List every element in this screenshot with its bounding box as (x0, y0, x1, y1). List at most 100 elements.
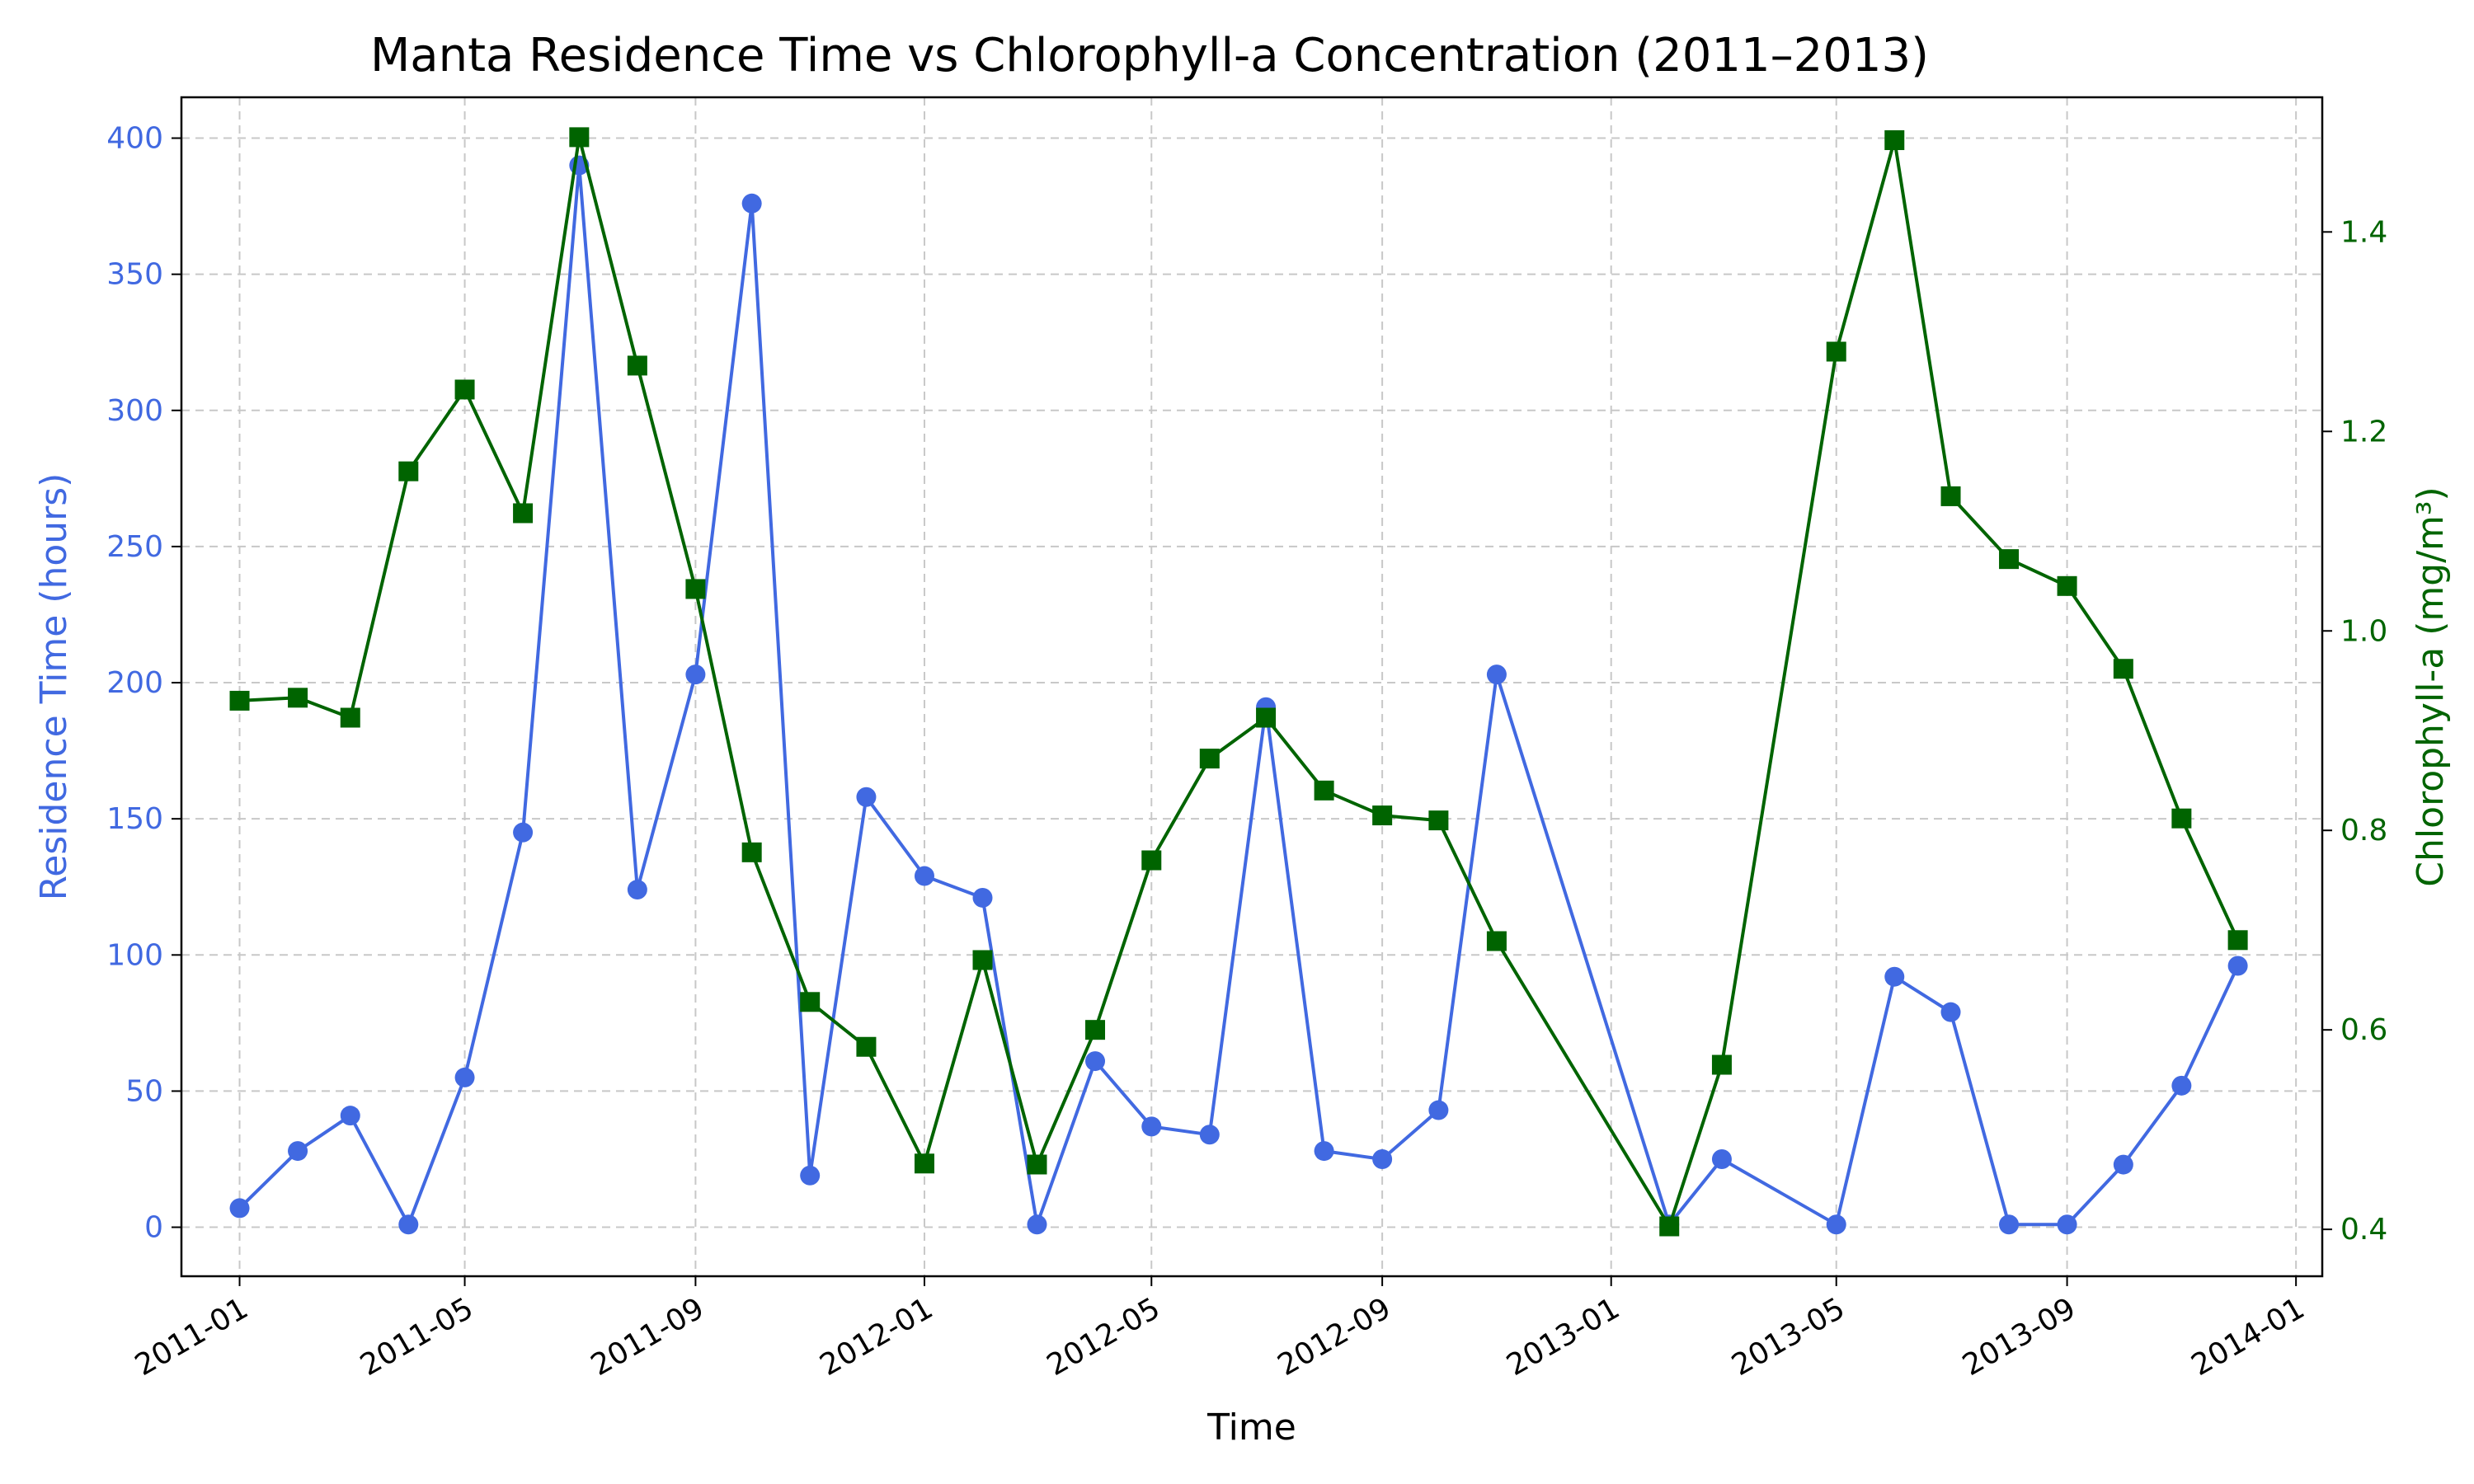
chlorophyll-point (1027, 1154, 1047, 1175)
chlorophyll-point (1141, 850, 1162, 871)
residence-time-point (1428, 1100, 1449, 1120)
residence-time-point (454, 1067, 475, 1087)
left-tick-label: 50 (125, 1074, 163, 1108)
residence-time-line (238, 163, 2240, 1227)
right-axis-label: Chlorophyll-a (mg/m³) (2410, 486, 2452, 886)
residence-time-point (685, 665, 706, 685)
series-layer (229, 127, 2248, 1237)
chlorophyll-point (1428, 810, 1449, 831)
chlorophyll-point (1486, 931, 1507, 951)
residence-time-point (1826, 1214, 1846, 1235)
left-tick-label: 200 (106, 666, 163, 700)
residence-time-point (972, 887, 993, 908)
chlorophyll-point (914, 1153, 934, 1174)
chlorophyll-point (741, 842, 762, 862)
chlorophyll-point (288, 688, 308, 708)
chlorophyll-point (513, 503, 534, 524)
left-tick-label: 350 (106, 258, 163, 292)
chart-title: Manta Residence Time vs Chlorophyll-a Co… (370, 29, 1929, 82)
left-axis-ticks: 0 50 100 150 200 250 300 350 400 (106, 122, 181, 1245)
chlorophyll-point (800, 992, 821, 1012)
chlorophyll-point (1085, 1020, 1106, 1040)
residence-time-point (340, 1106, 360, 1126)
x-tick-label: 2011-09 (586, 1291, 710, 1383)
left-axis-label: Residence Time (hours) (33, 473, 75, 901)
residence-time-point (1372, 1148, 1393, 1169)
chlorophyll-point (454, 379, 475, 400)
chlorophyll-point (972, 950, 993, 970)
chlorophyll-point (1372, 805, 1393, 826)
residence-time-point (800, 1165, 821, 1186)
left-tick-label: 150 (106, 802, 163, 836)
x-tick-label: 2013-01 (1501, 1291, 1625, 1383)
chlorophyll-point (2171, 808, 2192, 829)
residence-time-point (229, 1198, 250, 1219)
x-axis-label: Time (1206, 1407, 1296, 1449)
residence-time-point (1940, 1002, 1961, 1022)
residence-time-point (1486, 665, 1507, 685)
chlorophyll-point (856, 1036, 877, 1057)
chlorophyll-point (1199, 749, 1220, 769)
x-tick-label: 2011-01 (129, 1291, 254, 1383)
chlorophyll-point (569, 127, 590, 148)
x-tick-label: 2012-01 (815, 1291, 939, 1383)
residence-time-point (856, 787, 877, 807)
left-tick-label: 100 (106, 938, 163, 972)
residence-time-point (2227, 956, 2248, 976)
chlorophyll-point (1711, 1054, 1732, 1075)
right-tick-label: 0.6 (2340, 1013, 2387, 1047)
x-tick-label: 2011-05 (355, 1291, 479, 1383)
chlorophyll-point (1256, 707, 1277, 728)
right-axis-ticks: 0.4 0.6 0.8 1.0 1.2 1.4 (2322, 215, 2387, 1247)
residence-time-point (513, 822, 534, 843)
residence-time-point (1199, 1125, 1220, 1145)
right-tick-label: 0.4 (2340, 1213, 2387, 1247)
chlorophyll-point (1940, 486, 1961, 506)
right-tick-label: 1.0 (2340, 614, 2387, 648)
chlorophyll-point (627, 355, 647, 376)
left-tick-label: 400 (106, 122, 163, 156)
residence-time-point (914, 866, 934, 886)
plot-frame (180, 96, 2324, 1278)
x-tick-label: 2013-09 (1957, 1291, 2081, 1383)
residence-time-point (2171, 1075, 2192, 1096)
chlorophyll-point (2113, 659, 2133, 679)
chlorophyll-point (2057, 575, 2077, 596)
chlorophyll-point (1659, 1216, 1680, 1237)
chlorophyll-point (229, 690, 250, 711)
right-tick-label: 1.2 (2340, 415, 2387, 448)
chlorophyll-point (398, 461, 419, 481)
chlorophyll-point (1884, 130, 1905, 151)
residence-time-point (1314, 1141, 1334, 1162)
residence-time-point (741, 193, 762, 214)
right-tick-label: 1.4 (2340, 215, 2387, 249)
residence-time-point (1141, 1116, 1162, 1137)
residence-time-point (1711, 1148, 1732, 1169)
residence-time-point (1999, 1214, 2020, 1235)
x-tick-label: 2012-09 (1272, 1291, 1397, 1383)
x-tick-label: 2012-05 (1042, 1291, 1166, 1383)
left-tick-label: 300 (106, 394, 163, 428)
chlorophyll-point (1826, 341, 1846, 362)
chlorophyll-point (1314, 780, 1334, 801)
left-tick-label: 0 (144, 1211, 163, 1245)
right-tick-label: 0.8 (2340, 814, 2387, 848)
residence-time-point (1027, 1214, 1047, 1235)
residence-time-point (1085, 1051, 1106, 1072)
x-tick-label: 2013-05 (1726, 1291, 1851, 1383)
x-tick-label: 2014-01 (2186, 1291, 2311, 1383)
chlorophyll-point (340, 707, 360, 728)
chlorophyll-point (1999, 549, 2020, 570)
grid-lines (181, 97, 2322, 1276)
left-tick-label: 250 (106, 530, 163, 564)
residence-time-point (288, 1141, 308, 1162)
x-axis-ticks: 2011-01 2011-05 2011-09 2012-01 2012-05 2012-… (129, 1276, 2310, 1383)
residence-time-point (1884, 966, 1905, 987)
chlorophyll-line (239, 135, 2240, 1228)
residence-time-point (2113, 1154, 2133, 1175)
residence-time-point (627, 880, 647, 900)
residence-time-point (2057, 1214, 2077, 1235)
residence-time-point (398, 1214, 419, 1235)
chlorophyll-point (685, 579, 706, 599)
